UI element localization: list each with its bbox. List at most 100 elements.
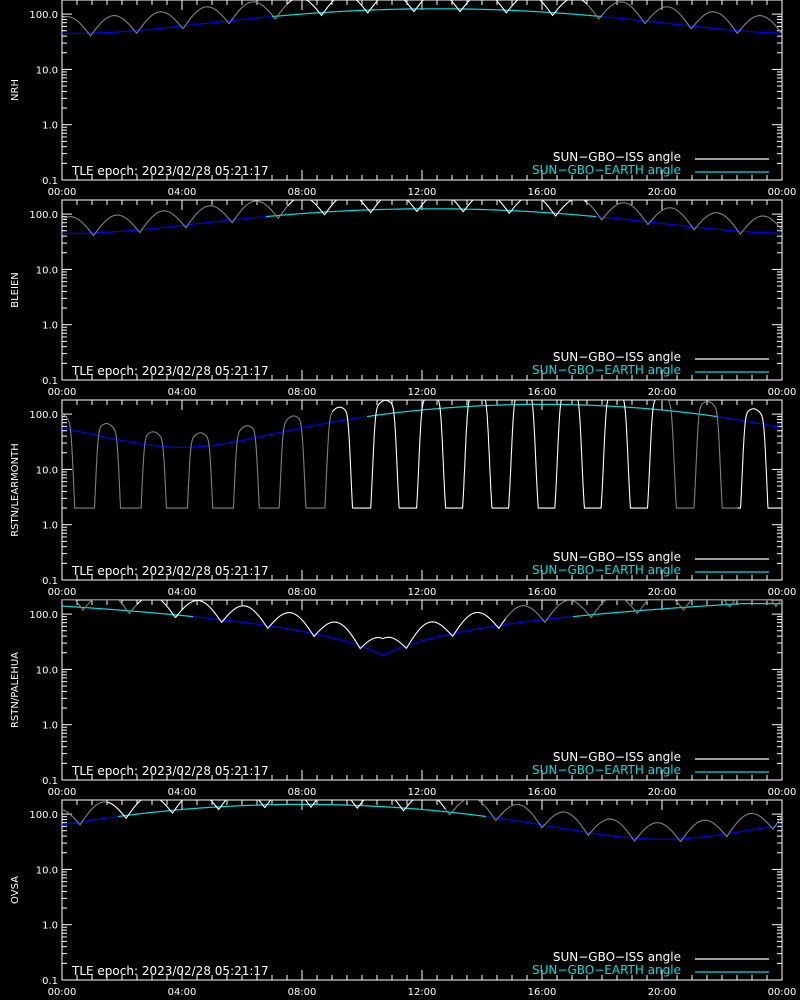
x-tick-label: 00:00 [768, 787, 797, 798]
y-tick-label: 0.1 [42, 976, 58, 987]
x-tick-label: 00:00 [48, 587, 77, 598]
y-tick-label: 0.1 [42, 576, 58, 587]
panel-ovsa: 0.1 1.0 10.0 100.0 00:00 04:00 08:00 12:00 16:00… [10, 799, 797, 998]
x-tick-label: 08:00 [288, 187, 317, 198]
y-tick-label: 10.0 [36, 65, 58, 76]
panel-rstn-palehua: 0.1 1.0 10.0 100.0 00:00 04:00 08:00 12:00 16:00… [10, 599, 797, 798]
earth-angle-line-above [117, 803, 487, 818]
y-tick-label: 1.0 [42, 321, 58, 332]
x-tick-label: 16:00 [528, 587, 557, 598]
y-tick-label: 100.0 [29, 410, 58, 421]
x-tick-label: 16:00 [528, 387, 557, 398]
earth-angle-line-above [271, 8, 603, 18]
x-tick-label: 20:00 [648, 387, 677, 398]
earth-angle-line-below [62, 816, 782, 840]
earth-angle-line-below [193, 616, 573, 656]
x-tick-label: 04:00 [168, 587, 197, 598]
tle-epoch-text: TLE epoch: 2023/02/28 05:21:17 [71, 764, 269, 778]
x-tick-label: 00:00 [48, 187, 77, 198]
x-tick-label: 04:00 [168, 387, 197, 398]
plot-lines [62, 800, 782, 843]
y-tick-label: 1.0 [42, 521, 58, 532]
x-tick-label: 20:00 [648, 587, 677, 598]
x-tick-label: 00:00 [768, 387, 797, 398]
panel-ylabel: RSTN/LEARMONTH [10, 443, 21, 537]
x-tick-label: 08:00 [288, 987, 317, 998]
iss-angle-line-occulted [62, 400, 737, 509]
y-tick-label: 100.0 [29, 610, 58, 621]
x-tick-label: 12:00 [408, 387, 437, 398]
legend-iss-label: SUN−GBO−ISS angle [553, 550, 681, 564]
panel-ylabel: OVSA [10, 876, 21, 904]
y-tick-label: 10.0 [36, 465, 58, 476]
tle-epoch-text: TLE epoch: 2023/02/28 05:21:17 [71, 164, 269, 178]
x-tick-label: 12:00 [408, 187, 437, 198]
y-tick-label: 10.0 [36, 865, 58, 876]
x-tick-label: 12:00 [408, 987, 437, 998]
x-tick-label: 04:00 [168, 787, 197, 798]
y-tick-label: 1.0 [42, 721, 58, 732]
x-tick-label: 00:00 [48, 387, 77, 398]
iss-angle-line [136, 600, 507, 650]
y-tick-label: 100.0 [29, 210, 58, 221]
plot-lines [62, 200, 782, 237]
earth-angle-line-below [62, 16, 782, 34]
plot-lines [62, 600, 782, 656]
x-tick-label: 08:00 [288, 387, 317, 398]
legend-earth-label: SUN−GBO−EARTH angle [532, 563, 681, 577]
x-tick-label: 04:00 [168, 187, 197, 198]
x-tick-label: 20:00 [648, 187, 677, 198]
iss-angle-line [331, 400, 782, 509]
legend-earth-label: SUN−GBO−EARTH angle [532, 963, 681, 977]
legend-iss-label: SUN−GBO−ISS angle [553, 150, 681, 164]
y-tick-label: 0.1 [42, 176, 58, 187]
y-tick-label: 10.0 [36, 265, 58, 276]
x-tick-label: 12:00 [408, 587, 437, 598]
x-tick-label: 00:00 [768, 587, 797, 598]
tle-epoch-text: TLE epoch: 2023/02/28 05:21:17 [71, 364, 269, 378]
legend-earth-label: SUN−GBO−EARTH angle [532, 163, 681, 177]
panel-bleien: 0.1 1.0 10.0 100.0 00:00 04:00 08:00 12:00 16:00… [10, 199, 797, 398]
y-tick-label: 100.0 [29, 10, 58, 21]
panel-rstn-learmonth: 0.1 1.0 10.0 100.0 00:00 04:00 08:00 12:00 16:00… [10, 399, 797, 598]
x-tick-label: 04:00 [168, 987, 197, 998]
legend-iss-label: SUN−GBO−ISS angle [553, 950, 681, 964]
x-tick-label: 08:00 [288, 587, 317, 598]
y-tick-label: 0.1 [42, 376, 58, 387]
y-tick-label: 10.0 [36, 665, 58, 676]
earth-angle-line-below [62, 416, 782, 448]
x-tick-label: 12:00 [408, 787, 437, 798]
legend-earth-label: SUN−GBO−EARTH angle [532, 363, 681, 377]
legend-iss-label: SUN−GBO−ISS angle [553, 750, 681, 764]
y-tick-label: 100.0 [29, 810, 58, 821]
earth-angle-line-above [366, 403, 718, 418]
legend-iss-label: SUN−GBO−ISS angle [553, 350, 681, 364]
x-tick-label: 00:00 [48, 987, 77, 998]
panel-ylabel: RSTN/PALEHUA [10, 652, 21, 728]
iss-angle-line-occulted [62, 800, 782, 843]
iss-angle-line [107, 800, 447, 819]
panel-nrh: 0.1 1.0 10.0 100.0 00:00 04:00 08:00 12:00 16:00… [10, 0, 796, 198]
x-tick-label: 16:00 [528, 787, 557, 798]
iss-angle-line-occulted [62, 200, 782, 237]
x-tick-label: 00:00 [768, 987, 797, 998]
x-tick-label: 16:00 [528, 987, 557, 998]
legend-earth-label: SUN−GBO−EARTH angle [532, 763, 681, 777]
plot-lines [62, 400, 782, 509]
tle-epoch-text: TLE epoch: 2023/02/28 05:21:17 [71, 564, 269, 578]
x-tick-label: 20:00 [648, 787, 677, 798]
y-tick-label: 0.1 [42, 776, 58, 787]
x-tick-label: 00:00 [48, 787, 77, 798]
panel-ylabel: NRH [10, 79, 21, 101]
plot-lines [62, 0, 782, 37]
y-tick-label: 1.0 [42, 121, 58, 132]
earth-angle-line-above [265, 208, 597, 218]
x-tick-label: 16:00 [528, 187, 557, 198]
panel-ylabel: BLEIEN [10, 272, 21, 308]
x-tick-label: 20:00 [648, 987, 677, 998]
x-tick-label: 08:00 [288, 787, 317, 798]
iss-angle-line-occulted [62, 1, 782, 37]
y-tick-label: 1.0 [42, 921, 58, 932]
iss-angle-line-occulted [62, 600, 782, 624]
